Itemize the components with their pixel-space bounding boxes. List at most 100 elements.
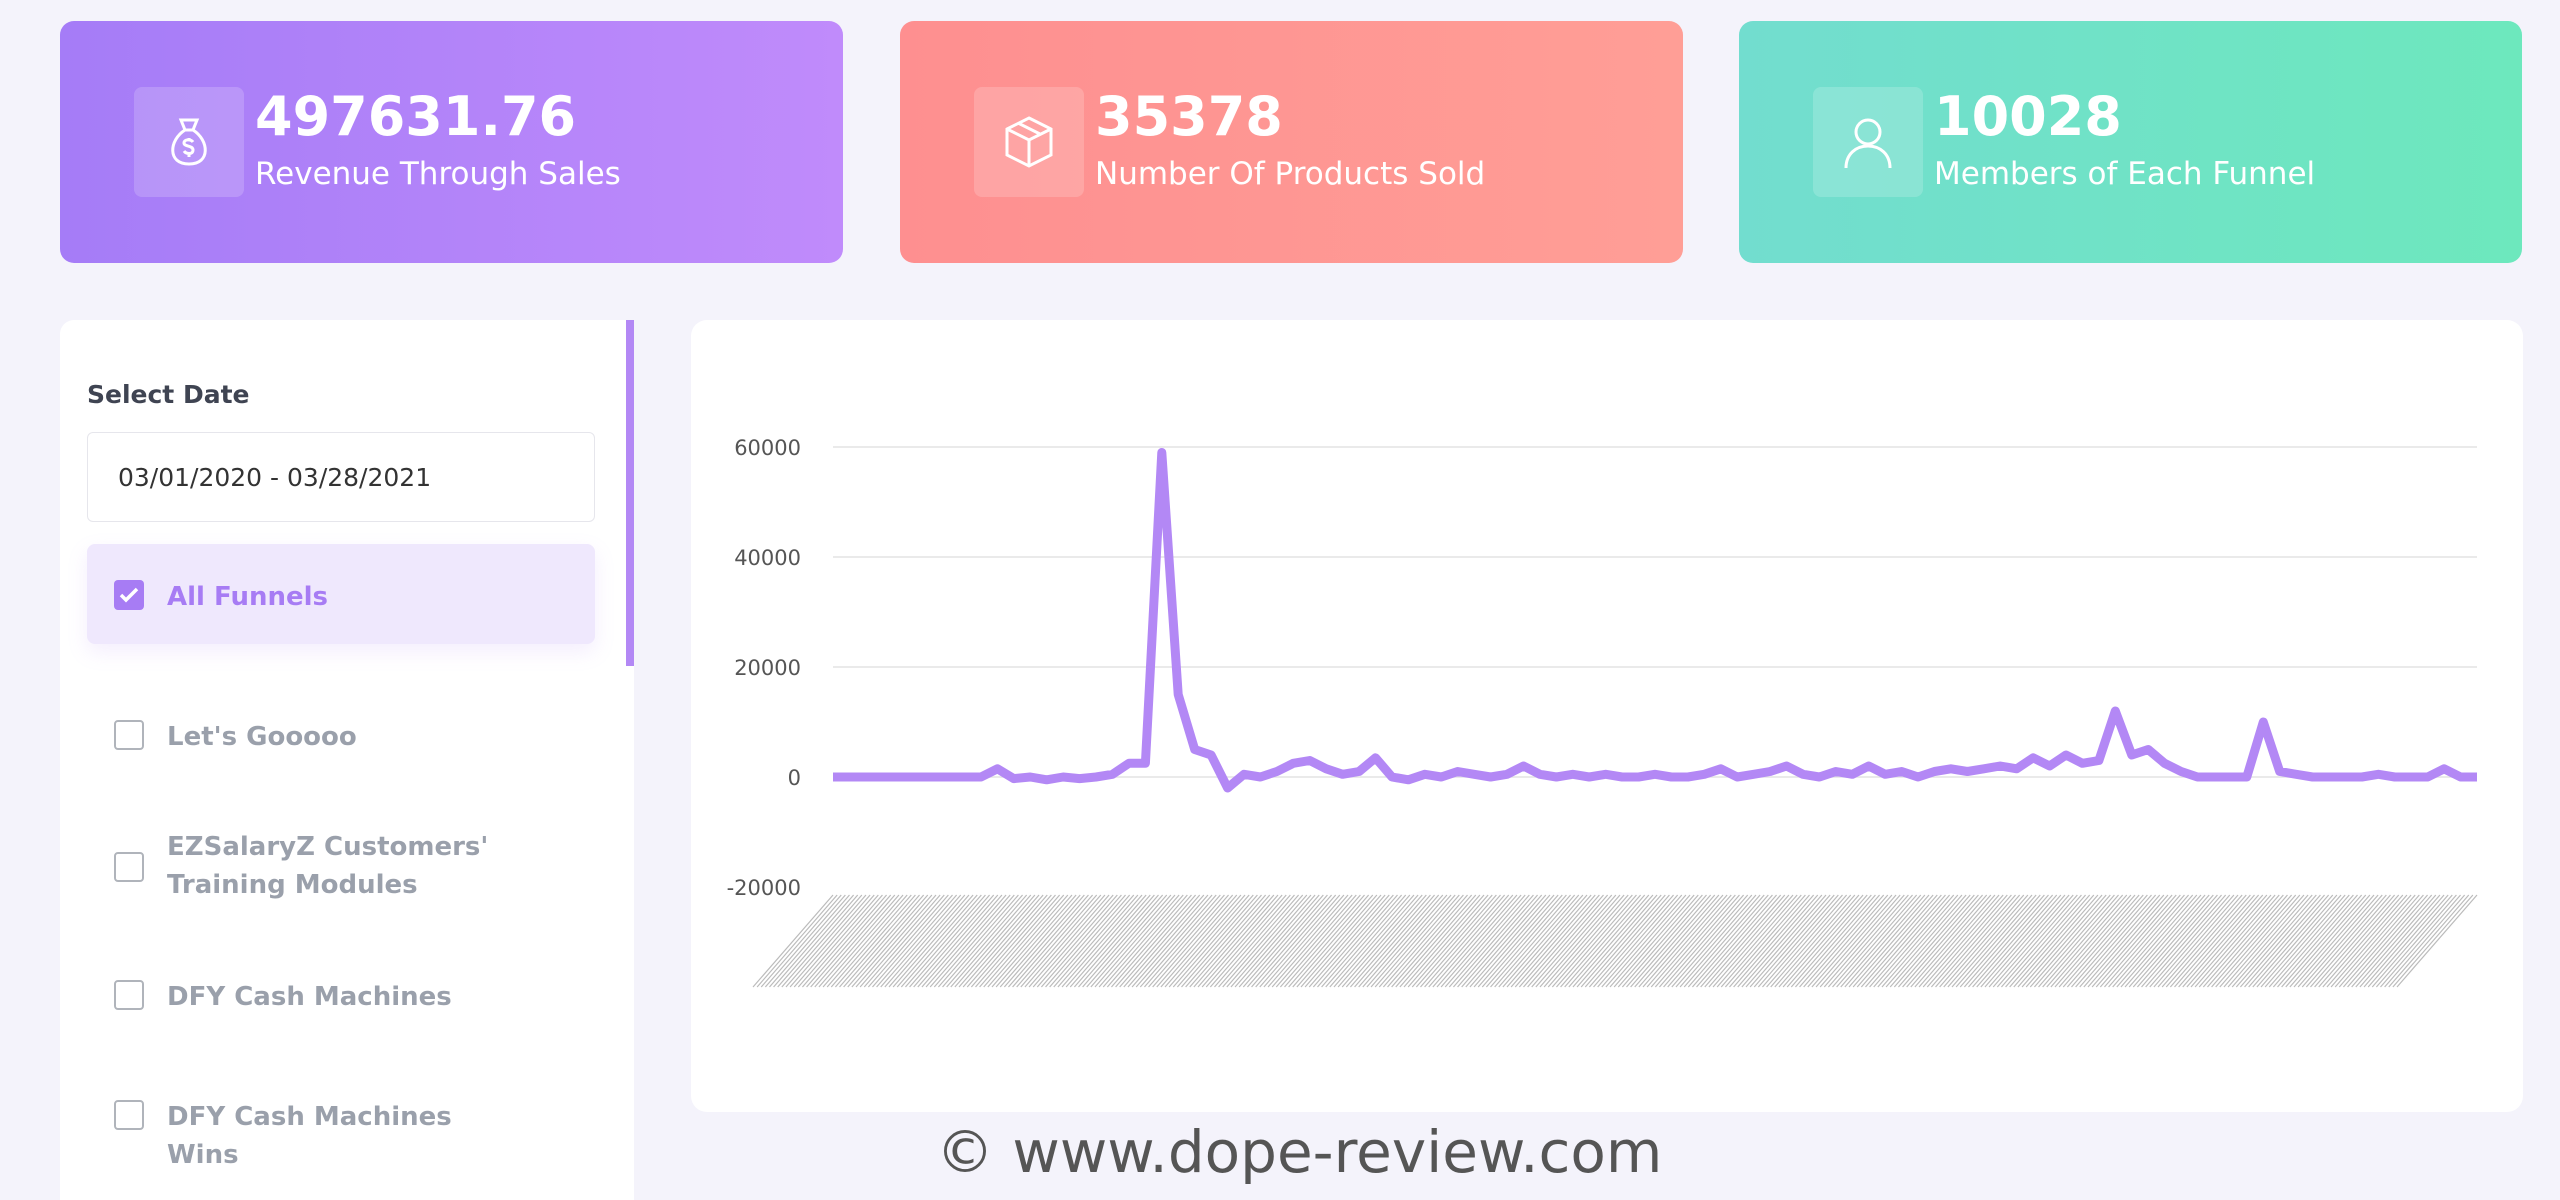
x-label-hatch <box>1663 894 1745 988</box>
x-label-hatch <box>2033 894 2115 988</box>
x-label-hatch <box>1008 894 1089 988</box>
x-label-hatch <box>2182 894 2264 988</box>
x-label-hatch <box>2223 894 2305 988</box>
x-label-hatch <box>995 894 1077 988</box>
x-label-hatch <box>1366 894 1448 988</box>
selected-row <box>87 544 595 644</box>
x-label-hatch <box>2396 894 2478 988</box>
x-label-hatch <box>1535 894 1617 988</box>
x-label-hatch <box>830 894 912 988</box>
funnel-label[interactable]: All Funnels <box>167 582 329 612</box>
x-label-hatch <box>1794 894 1876 988</box>
x-label-hatch <box>1003 894 1085 988</box>
x-label-hatch <box>1510 894 1592 988</box>
x-label-hatch <box>1119 894 1201 988</box>
x-label-hatch <box>2136 894 2218 988</box>
x-label-hatch <box>2268 894 2350 988</box>
date-input[interactable]: 03/01/2020 - 03/28/2021 <box>87 432 595 522</box>
x-label-hatch <box>2314 894 2396 988</box>
x-label-hatch <box>2330 894 2412 988</box>
x-label-hatch <box>942 894 1023 988</box>
x-label-hatch <box>1411 894 1493 988</box>
x-label-hatch <box>1646 894 1728 988</box>
x-label-hatch <box>2256 894 2338 988</box>
x-label-hatch <box>1704 894 1786 988</box>
x-label-hatch <box>1284 894 1365 988</box>
x-label-hatch <box>2005 894 2087 988</box>
x-label-hatch <box>752 894 834 988</box>
x-axis-labels-blur <box>752 894 2478 988</box>
stat-label: Members of Each Funnel <box>1934 156 2316 192</box>
x-label-hatch <box>1869 894 1951 988</box>
x-label-hatch <box>1020 894 1102 988</box>
x-label-hatch <box>2079 894 2161 988</box>
icon <box>134 87 244 197</box>
funnel-label[interactable]: DFY Cash Machines Wins <box>167 1102 452 1170</box>
x-label-hatch <box>2322 894 2404 988</box>
x-label-hatch <box>1947 894 2029 988</box>
checkbox[interactable] <box>114 720 144 750</box>
x-label-hatch <box>1057 894 1139 988</box>
x-label-hatch <box>1807 894 1889 988</box>
x-label-hatch <box>1584 894 1666 988</box>
x-label-hatch <box>1288 894 1370 988</box>
y-tick-label: 60000 <box>734 436 801 460</box>
x-label-hatch <box>1720 894 1802 988</box>
x-label-hatch <box>1494 894 1576 988</box>
x-label-hatch <box>1687 894 1769 988</box>
x-label-hatch <box>904 894 986 988</box>
x-label-hatch <box>1387 894 1468 988</box>
x-label-hatch <box>1259 894 1341 988</box>
x-label-hatch <box>1724 894 1806 988</box>
x-label-hatch <box>1053 894 1135 988</box>
x-label-hatch <box>921 894 1003 988</box>
stat-card: 35378 Number Of Products Sold <box>900 21 1683 263</box>
checkbox[interactable] <box>114 580 144 610</box>
x-label-hatch <box>2095 894 2177 988</box>
x-label-hatch <box>822 894 904 988</box>
x-label-hatch <box>1881 894 1963 988</box>
x-label-hatch <box>1329 894 1411 988</box>
checkbox[interactable] <box>114 980 144 1010</box>
x-label-hatch <box>1382 894 1464 988</box>
x-label-hatch <box>1300 894 1382 988</box>
x-label-hatch <box>1045 894 1126 988</box>
x-label-hatch <box>1976 894 2058 988</box>
x-label-hatch <box>2071 894 2152 988</box>
x-label-hatch <box>1176 894 1258 988</box>
x-label-hatch <box>1547 894 1629 988</box>
x-label-hatch <box>1856 894 1938 988</box>
x-label-hatch <box>946 894 1028 988</box>
x-label-hatch <box>2046 894 2128 988</box>
x-label-hatch <box>1498 894 1580 988</box>
x-label-hatch <box>2198 894 2280 988</box>
x-label-hatch <box>2087 894 2169 988</box>
x-label-hatch <box>1733 894 1815 988</box>
x-label-hatch <box>2289 894 2371 988</box>
x-label-hatch <box>2252 894 2334 988</box>
x-label-hatch <box>1914 894 1996 988</box>
x-label-hatch <box>1926 894 2008 988</box>
funnel-label[interactable]: Let's Gooooo <box>167 722 357 752</box>
x-label-hatch <box>1370 894 1452 988</box>
x-label-hatch <box>884 894 966 988</box>
x-label-hatch <box>1626 894 1707 988</box>
checkbox[interactable] <box>114 852 144 882</box>
funnel-label[interactable]: EZSalaryZ Customers' Training Modules <box>167 832 489 900</box>
x-label-hatch <box>2066 894 2148 988</box>
x-label-hatch <box>2363 894 2445 988</box>
x-label-hatch <box>1296 894 1378 988</box>
x-label-hatch <box>1448 894 1530 988</box>
x-label-hatch <box>933 894 1015 988</box>
funnel-label[interactable]: DFY Cash Machines <box>167 982 452 1012</box>
x-label-hatch <box>2244 894 2326 988</box>
x-label-hatch <box>2310 894 2391 988</box>
scrollbar <box>626 320 634 666</box>
x-label-hatch <box>1012 894 1094 988</box>
x-label-hatch <box>2231 894 2313 988</box>
x-label-hatch <box>1968 894 2049 988</box>
x-label-hatch <box>2235 894 2317 988</box>
x-label-hatch <box>797 894 879 988</box>
checkbox[interactable] <box>114 1100 144 1130</box>
x-label-hatch <box>1980 894 2062 988</box>
